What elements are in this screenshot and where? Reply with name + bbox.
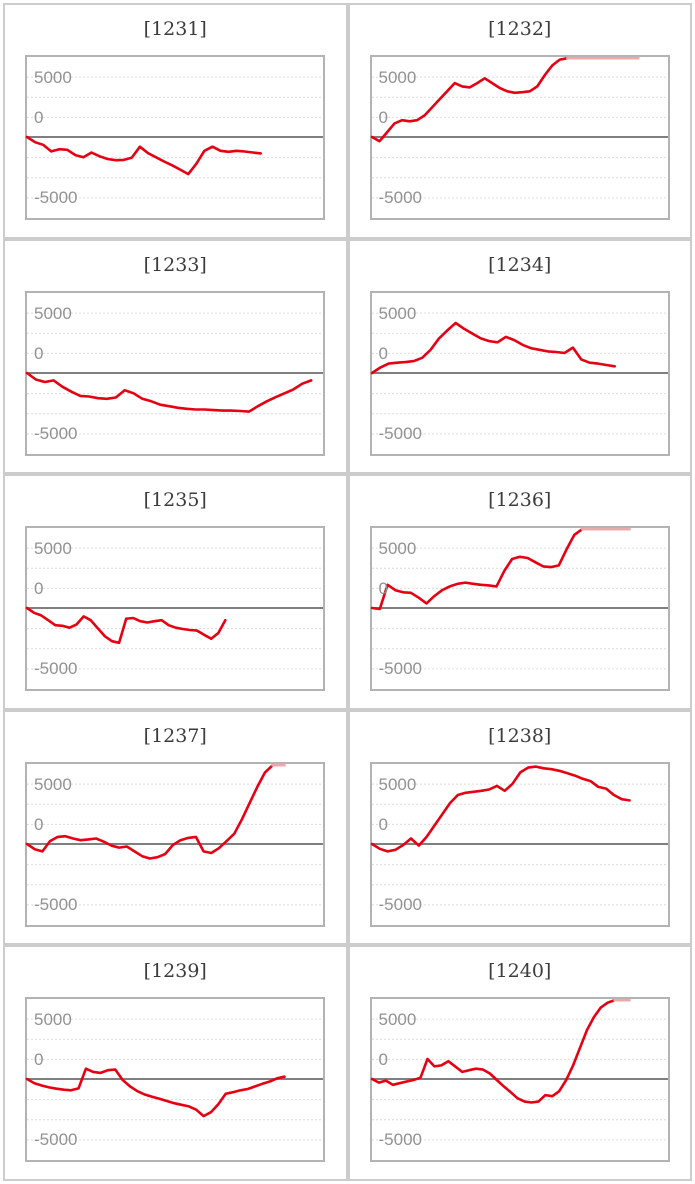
y-axis-label: 0 xyxy=(378,343,388,363)
chart-title: [1231] xyxy=(143,18,207,40)
chart-title: [1232] xyxy=(488,18,552,40)
chart-panel: [1235] 5000 0 -5000 xyxy=(3,474,348,710)
chart-line-svg xyxy=(25,1019,323,1141)
y-axis-label: 0 xyxy=(34,1050,44,1070)
chart-panel: [1233] 5000 0 -5000 xyxy=(3,238,348,475)
data-series-line xyxy=(25,763,274,860)
chart-title: [1234] xyxy=(488,253,552,276)
y-axis-label: 5000 xyxy=(378,774,417,794)
y-axis-label: 5000 xyxy=(34,539,72,559)
chart-title: [1239] xyxy=(143,960,207,983)
chart-plot: 5000 0 -5000 xyxy=(25,761,325,927)
y-axis-label: -5000 xyxy=(34,188,78,207)
data-series-line xyxy=(25,1067,286,1118)
data-series-line xyxy=(370,999,616,1105)
data-series-line xyxy=(370,321,616,374)
chart-line-svg xyxy=(370,999,668,1141)
chart-line-svg xyxy=(370,765,668,906)
y-axis-label: 5000 xyxy=(378,303,417,323)
y-axis-label: 0 xyxy=(378,814,388,834)
chart-plot: 5000 0 -5000 xyxy=(369,526,670,692)
y-axis-label: -5000 xyxy=(34,1130,78,1150)
data-series-line xyxy=(370,56,569,143)
chart-plot: 5000 0 -5000 xyxy=(369,997,670,1163)
y-axis-label: 5000 xyxy=(34,68,72,87)
data-series-line xyxy=(25,135,263,176)
chart-line-svg xyxy=(25,76,323,199)
y-axis-label: 5000 xyxy=(378,539,417,559)
chart-line-svg xyxy=(370,56,668,199)
chart-title: [1237] xyxy=(143,724,207,747)
y-axis-label: -5000 xyxy=(378,188,422,207)
chart-plot: 5000 0 -5000 xyxy=(369,761,670,927)
chart-line-svg xyxy=(25,547,323,670)
chart-title: [1240] xyxy=(488,960,552,983)
data-series-line xyxy=(370,528,583,611)
y-axis-label: -5000 xyxy=(378,894,422,914)
y-axis-label: 0 xyxy=(378,1050,388,1070)
chart-panel: [1232] 5000 0 -5000 xyxy=(347,3,692,239)
y-axis-label: 0 xyxy=(378,108,388,127)
chart-panel: [1240] 5000 0 -5000 xyxy=(347,945,692,1181)
chart-title: [1238] xyxy=(488,724,552,747)
y-axis-label: -5000 xyxy=(378,659,422,679)
chart-title: [1233] xyxy=(143,253,207,276)
y-axis-label: -5000 xyxy=(34,659,78,679)
y-axis-label: 0 xyxy=(34,814,44,834)
y-axis-label: 0 xyxy=(34,579,44,599)
y-axis-label: -5000 xyxy=(378,1130,422,1150)
chart-panel: [1231] 5000 0 -5000 xyxy=(3,3,348,239)
data-series-line xyxy=(25,606,227,645)
chart-plot: 5000 0 -5000 xyxy=(25,290,325,456)
chart-line-svg xyxy=(25,763,323,906)
y-axis-label: 5000 xyxy=(378,68,417,87)
chart-plot: 5000 0 -5000 xyxy=(25,55,325,220)
y-axis-label: 0 xyxy=(378,579,388,599)
chart-line-svg xyxy=(25,312,323,434)
chart-title: [1235] xyxy=(143,489,207,512)
data-series-line xyxy=(25,371,313,413)
y-axis-label: 0 xyxy=(34,108,44,127)
y-axis-label: 5000 xyxy=(378,1010,417,1030)
chart-line-svg xyxy=(370,528,668,670)
chart-panel: [1238] 5000 0 -5000 xyxy=(347,709,692,946)
y-axis-label: 5000 xyxy=(34,1010,72,1030)
chart-panel: [1234] 5000 0 -5000 xyxy=(347,238,692,475)
chart-panel: [1237] 5000 0 -5000 xyxy=(3,709,348,946)
data-series-line xyxy=(370,765,631,853)
chart-title: [1236] xyxy=(488,489,552,512)
chart-plot: 5000 0 -5000 xyxy=(25,526,325,692)
chart-line-svg xyxy=(370,312,668,434)
y-axis-label: -5000 xyxy=(378,423,422,443)
chart-plot: 5000 0 -5000 xyxy=(369,290,670,456)
chart-panel: [1236] 5000 0 -5000 xyxy=(347,474,692,710)
y-axis-label: -5000 xyxy=(34,423,78,443)
y-axis-label: 5000 xyxy=(34,774,72,794)
y-axis-label: 0 xyxy=(34,343,44,363)
y-axis-label: 5000 xyxy=(34,303,72,323)
chart-panel: [1239] 5000 0 -5000 xyxy=(3,945,348,1181)
chart-plot: 5000 0 -5000 xyxy=(25,997,325,1163)
chart-plot: 5000 0 -5000 xyxy=(369,55,670,220)
y-axis-label: -5000 xyxy=(34,894,78,914)
